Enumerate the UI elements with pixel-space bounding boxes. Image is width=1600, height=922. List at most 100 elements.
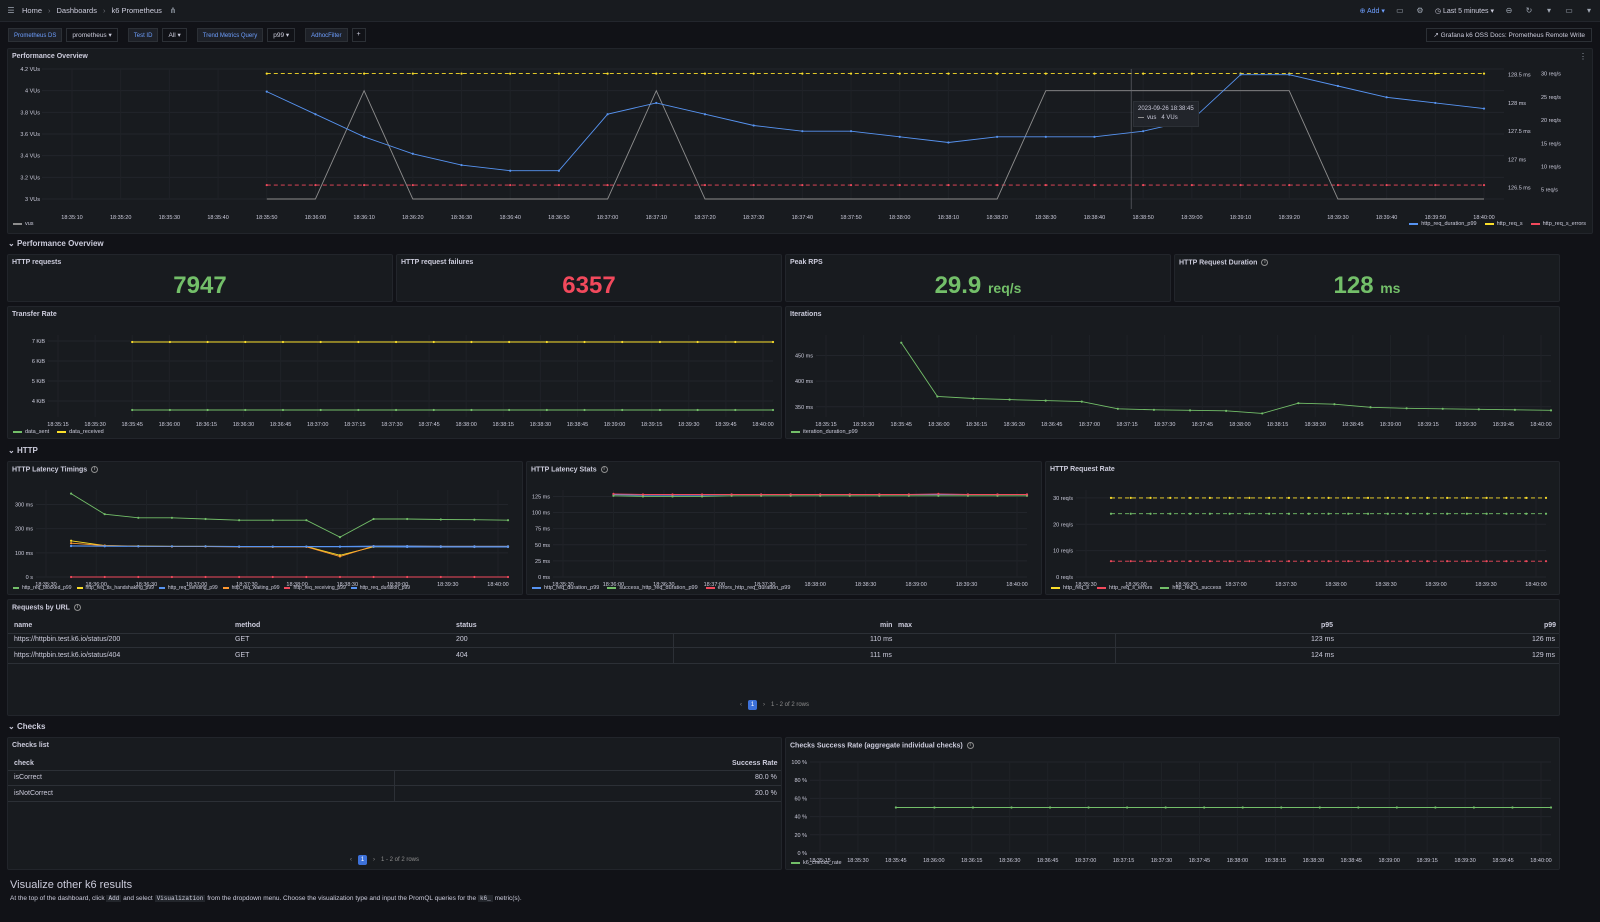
transfer-rate-panel[interactable]: Transfer Rate 7 KiB 6 KiB 5 KiB 4 KiB 18:35:…: [7, 306, 782, 439]
column-header[interactable]: check: [14, 760, 34, 767]
stat-http-requests[interactable]: HTTP requests 7947: [7, 254, 393, 302]
panel-menu-icon[interactable]: ⋮: [1579, 52, 1587, 61]
chevron-down-icon[interactable]: ▾: [1546, 5, 1551, 15]
gear-icon[interactable]: ⚙: [1416, 5, 1424, 15]
data-point-http_req_s_errors: [509, 183, 512, 187]
legend-item[interactable]: http_req_s_errors: [1097, 585, 1152, 591]
save-icon[interactable]: ▭: [1396, 5, 1404, 15]
legend-item[interactable]: http_req_blocked_p99: [13, 585, 72, 591]
checks-list-panel[interactable]: Checks list check Success Rate isCorrect…: [7, 737, 782, 870]
checks-rate-chart[interactable]: 100 % 80 % 60 % 40 % 20 % 0 %18:35:15 18:35:30…: [786, 738, 1560, 870]
breadcrumb-home[interactable]: Home: [22, 6, 43, 15]
add-button[interactable]: ⊕ Add ▾: [1359, 7, 1385, 15]
legend-item[interactable]: http_req_tls_handshaking_p99: [76, 585, 154, 591]
row-header-checks[interactable]: ⌄ Checks: [8, 722, 46, 731]
prev-page-icon[interactable]: ‹: [740, 702, 742, 708]
legend-item[interactable]: data_received: [57, 429, 104, 435]
legend-item[interactable]: http_req_receiving_p99: [284, 585, 346, 591]
performance-overview-chart[interactable]: 4.2 VUs 4 VUs 3.8 VUs 3.6 VUs 3.4 VUs 3.2 VUs…: [8, 49, 1593, 234]
table-row[interactable]: isCorrect 80.0 %: [8, 770, 781, 786]
info-icon[interactable]: i: [1261, 259, 1269, 266]
x-tick-label: 18:38:30: [337, 582, 358, 588]
legend-item[interactable]: k6_checks_rate: [791, 860, 842, 866]
request-rate-panel[interactable]: HTTP Request Rate 30 req/s 20 req/s 10 req…: [1045, 461, 1560, 595]
x-tick-label: 18:39:40: [1376, 215, 1397, 221]
menu-icon[interactable]: ☰: [7, 5, 15, 15]
legend-item[interactable]: errors_http_req_duration_p99: [705, 585, 790, 591]
legend-item[interactable]: http_req_duration_p99: [1409, 221, 1477, 227]
x-tick-label: 18:37:00: [1225, 582, 1246, 588]
data-point-http_req_s: [1426, 496, 1429, 500]
latency-timings-panel[interactable]: HTTP Latency Timings i 300 ms 200 ms 100 ms…: [7, 461, 523, 595]
latency-timings-chart[interactable]: 300 ms 200 ms 100 ms 0 s18:35:30 18:36:00 18:…: [8, 462, 523, 595]
stat-request-duration[interactable]: HTTP Request Duration i 128 ms: [1174, 254, 1560, 302]
info-icon[interactable]: i: [91, 466, 99, 473]
legend-item[interactable]: data_sent: [13, 429, 49, 435]
chevron-down-icon: ⌄: [8, 722, 15, 731]
var-select-trend[interactable]: p99 ▾: [267, 28, 296, 42]
legend-item[interactable]: http_req_waiting_p99: [222, 585, 279, 591]
var-select-testid[interactable]: All ▾: [162, 28, 187, 42]
info-icon[interactable]: i: [600, 466, 608, 473]
docs-link[interactable]: ↗ Grafana k6 OSS Docs: Prometheus Remote…: [1426, 28, 1592, 42]
request-rate-chart[interactable]: 30 req/s 20 req/s 10 req/s 0 req/s18:35:30 1…: [1046, 462, 1560, 595]
legend-item[interactable]: iteration_duration_p99: [791, 429, 858, 435]
breadcrumb-dashboards[interactable]: Dashboards: [56, 6, 97, 15]
checks-rate-panel[interactable]: Checks Success Rate (aggregate individua…: [785, 737, 1560, 870]
latency-stats-panel[interactable]: HTTP Latency Stats i 125 ms 100 ms 75 ms 50 …: [526, 461, 1042, 595]
refresh-icon[interactable]: ↻: [1525, 5, 1533, 15]
info-icon[interactable]: i: [966, 742, 974, 749]
legend-item[interactable]: http_req_duration_p99: [350, 585, 410, 591]
time-range-picker[interactable]: ◷ Last 5 minutes ▾: [1434, 7, 1494, 15]
zoom-out-icon[interactable]: ⊖: [1505, 5, 1513, 15]
chevron-down-icon[interactable]: ▾: [1586, 5, 1591, 15]
legend-item[interactable]: http_req_s_success: [1160, 585, 1221, 591]
legend-item[interactable]: http_req_s: [1484, 221, 1523, 227]
add-filter-button[interactable]: +: [351, 28, 366, 42]
tv-mode-icon[interactable]: ▭: [1565, 5, 1573, 15]
performance-overview-panel[interactable]: Performance Overview ⋮ 4.2 VUs 4 VUs 3.8 V…: [7, 48, 1593, 234]
column-header[interactable]: max: [898, 622, 913, 629]
legend-item[interactable]: vus: [13, 221, 34, 227]
row-header-performance[interactable]: ⌄ Performance Overview: [8, 239, 104, 248]
column-header[interactable]: p99: [1544, 622, 1557, 629]
legend-item[interactable]: http_req_sending_p99: [158, 585, 218, 591]
info-icon[interactable]: i: [73, 604, 81, 611]
legend-item[interactable]: http_req_duration_p99: [532, 585, 599, 591]
data-point-http_req_blocked_p99: [506, 519, 510, 522]
transfer-rate-chart[interactable]: 7 KiB 6 KiB 5 KiB 4 KiB 18:35:15 18:35:30 18:3…: [8, 307, 782, 439]
cell-p95: 123 ms: [1311, 636, 1334, 643]
x-tick-label: 18:36:00: [603, 582, 624, 588]
iterations-panel[interactable]: Iterations 450 ms 400 ms 350 ms 18:35:15 18:…: [785, 306, 1560, 439]
x-tick-label: 18:36:30: [1003, 422, 1024, 428]
column-header[interactable]: p95: [1321, 622, 1334, 629]
prev-page-icon[interactable]: ‹: [350, 857, 352, 863]
iterations-chart[interactable]: 450 ms 400 ms 350 ms 18:35:15 18:35:30 18:35:…: [786, 307, 1560, 439]
column-header[interactable]: method: [235, 622, 261, 629]
column-header[interactable]: name: [14, 622, 33, 629]
legend-item[interactable]: http_req_s_errors: [1530, 221, 1586, 227]
row-header-http[interactable]: ⌄ HTTP: [8, 446, 38, 455]
data-point-http_req_duration_p99: [103, 544, 106, 548]
page-button[interactable]: 1: [358, 855, 367, 865]
table-row[interactable]: https://httpbin.test.k6.io/status/200 GE…: [8, 632, 1559, 648]
next-page-icon[interactable]: ›: [763, 702, 765, 708]
column-header[interactable]: status: [456, 622, 477, 629]
data-point-http_req_duration_p99: [703, 113, 707, 116]
legend-item[interactable]: http_req_s: [1051, 585, 1089, 591]
column-header[interactable]: Success Rate: [732, 760, 778, 767]
column-header[interactable]: min: [880, 622, 893, 629]
table-row[interactable]: isNotCorrect 20.0 %: [8, 786, 781, 802]
data-point-http_req_s_errors: [1482, 183, 1486, 187]
page-button[interactable]: 1: [748, 700, 757, 710]
share-icon[interactable]: ⋔: [169, 5, 177, 15]
chevron-right-icon: ›: [48, 6, 51, 15]
var-select-datasource[interactable]: prometheus ▾: [66, 28, 118, 42]
stat-http-failures[interactable]: HTTP request failures 6357: [396, 254, 782, 302]
next-page-icon[interactable]: ›: [373, 857, 375, 863]
legend-item[interactable]: success_http_req_duration_p99: [607, 585, 698, 591]
table-row[interactable]: https://httpbin.test.k6.io/status/404 GE…: [8, 648, 1559, 664]
stat-peak-rps[interactable]: Peak RPS 29.9 req/s: [785, 254, 1171, 302]
requests-by-url-panel[interactable]: Requests by URL i name method status min …: [7, 599, 1560, 716]
